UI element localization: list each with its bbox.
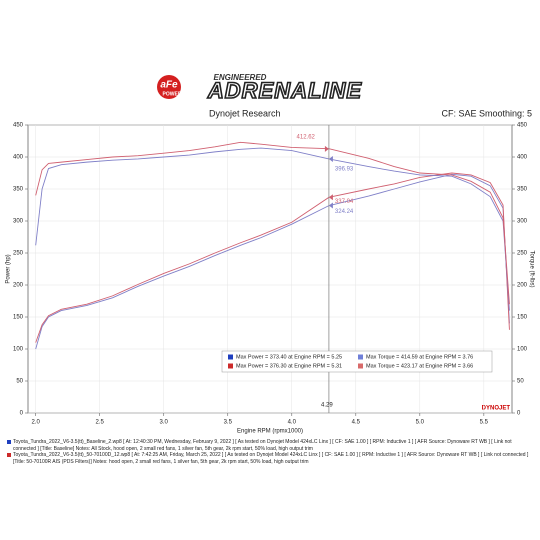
cursor-marker bbox=[324, 145, 329, 152]
legend-swatch bbox=[228, 354, 233, 360]
x-tick-label: 5.0 bbox=[416, 420, 425, 426]
watermark: DYNOJET bbox=[482, 406, 511, 412]
cursor-value: 412.62 bbox=[297, 135, 316, 141]
legend-label: Max Torque = 414.59 at Engine RPM = 3.76 bbox=[366, 354, 473, 360]
logo-headline: ADRENALINE bbox=[207, 78, 363, 103]
y2-tick-label: 350 bbox=[517, 187, 528, 193]
logo-brand: aFe bbox=[160, 80, 178, 91]
y-tick-label: 300 bbox=[13, 219, 24, 225]
x-axis-title: Engine RPM (rpmx1000) bbox=[237, 429, 303, 435]
run-swatch bbox=[7, 453, 11, 457]
chart: aFe POWER ENGINEERED ADRENALINE Dynojet … bbox=[6, 73, 535, 435]
right-note: CF: SAE Smoothing: 5 bbox=[441, 108, 532, 118]
y2-tick-label: 150 bbox=[517, 315, 528, 321]
y2-tick-label: 250 bbox=[517, 251, 528, 257]
y2-tick-label: 0 bbox=[517, 411, 521, 417]
cursor-value: 396.93 bbox=[335, 167, 354, 173]
y-tick-label: 100 bbox=[13, 347, 24, 353]
legend-box bbox=[221, 350, 493, 373]
cursor-marker bbox=[328, 202, 333, 209]
cursor-value: 337.04 bbox=[335, 199, 354, 205]
y2-axis-title: Torque (ft-lbs) bbox=[528, 250, 534, 287]
legend-label: Max Power = 373.40 at Engine RPM = 5.25 bbox=[236, 354, 342, 360]
logo-tagline: ENGINEERED bbox=[214, 73, 267, 82]
y-axis-title: Power (hp) bbox=[6, 254, 12, 283]
series-line bbox=[35, 173, 510, 350]
series-line bbox=[35, 141, 510, 305]
legend-swatch bbox=[358, 354, 363, 360]
y-tick-label: 50 bbox=[16, 379, 23, 385]
y-tick-label: 250 bbox=[13, 251, 24, 257]
x-tick-label: 4.0 bbox=[288, 420, 297, 426]
legend-label: Max Torque = 423.17 at Engine RPM = 3.66 bbox=[366, 363, 473, 369]
run-swatch bbox=[7, 440, 11, 444]
x-tick-label: 4.5 bbox=[352, 420, 361, 426]
cursor-value: 324.24 bbox=[335, 209, 354, 215]
y2-tick-label: 300 bbox=[517, 219, 528, 225]
cursor-marker bbox=[328, 194, 333, 201]
x-tick-label: 2.5 bbox=[96, 420, 105, 426]
run-text: Toyota_Tundra_2022_V6-3.5(tt)_Baseline_2… bbox=[13, 439, 512, 452]
run-text: Toyota_Tundra_2022_V6-3.5(tt)_50-70100D_… bbox=[13, 452, 529, 465]
run-note: Toyota_Tundra_2022_V6-3.5(tt)_50-70100D_… bbox=[6, 452, 534, 465]
legend-swatch bbox=[358, 363, 363, 369]
logo-badge bbox=[157, 75, 181, 99]
logo-sub: POWER bbox=[163, 91, 182, 97]
y2-tick-label: 50 bbox=[517, 379, 524, 385]
series-line bbox=[35, 147, 510, 311]
y-tick-label: 450 bbox=[13, 123, 24, 129]
y-tick-label: 200 bbox=[13, 283, 24, 289]
y2-tick-label: 450 bbox=[517, 123, 528, 129]
cursor-marker bbox=[328, 155, 333, 162]
y2-tick-label: 100 bbox=[517, 347, 528, 353]
series-line bbox=[35, 172, 510, 343]
y-tick-label: 0 bbox=[20, 411, 24, 417]
y-tick-label: 350 bbox=[13, 187, 24, 193]
x-tick-label: 5.5 bbox=[480, 420, 489, 426]
footer: Toyota_Tundra_2022_V6-3.5(tt)_Baseline_2… bbox=[6, 439, 534, 465]
run-note: Toyota_Tundra_2022_V6-3.5(tt)_Baseline_2… bbox=[6, 439, 534, 452]
x-tick-label: 3.5 bbox=[224, 420, 233, 426]
y-tick-label: 150 bbox=[13, 315, 24, 321]
left-note: Dynojet Research bbox=[209, 108, 281, 118]
legend-swatch bbox=[228, 363, 233, 369]
y2-tick-label: 400 bbox=[517, 155, 528, 161]
y-tick-label: 400 bbox=[13, 155, 24, 161]
cursor-label: 4.29 bbox=[321, 403, 333, 409]
legend-label: Max Power = 376.30 at Engine RPM = 5.31 bbox=[236, 363, 342, 369]
x-tick-label: 3.0 bbox=[160, 420, 169, 426]
x-tick-label: 2.0 bbox=[32, 420, 41, 426]
legend: Max Power = 373.40 at Engine RPM = 5.25 M… bbox=[221, 350, 493, 373]
y2-tick-label: 200 bbox=[517, 283, 528, 289]
